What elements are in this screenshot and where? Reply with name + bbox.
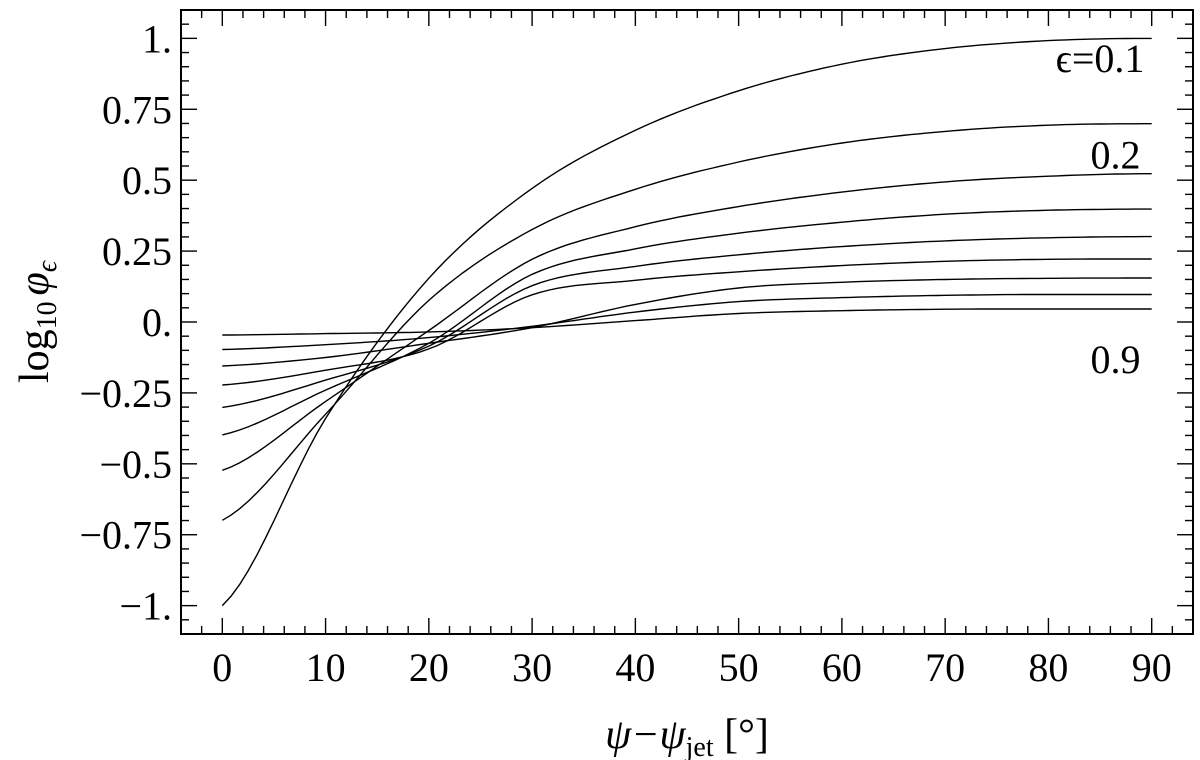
x-tick-label: 70 xyxy=(925,645,965,690)
y-tick-label: −1. xyxy=(119,584,172,629)
x-tick-label: 40 xyxy=(615,645,655,690)
plot-frame xyxy=(180,9,1194,635)
series-line-1 xyxy=(221,37,1152,607)
series-line-3 xyxy=(222,173,1152,471)
y-tick-label: 0.5 xyxy=(122,158,172,203)
x-tick-label: 80 xyxy=(1028,645,1068,690)
series-line-8 xyxy=(222,293,1152,351)
series-line-6 xyxy=(222,258,1152,386)
x-tick-label: 10 xyxy=(306,645,346,690)
curve-annotation: 0.9 xyxy=(1091,337,1141,382)
x-tick-label: 20 xyxy=(409,645,449,690)
x-tick-label: 30 xyxy=(512,645,552,690)
series-line-9 xyxy=(222,308,1152,336)
y-tick-label: 0.75 xyxy=(102,87,172,132)
series-line-2 xyxy=(221,123,1152,521)
series-line-5 xyxy=(222,235,1152,409)
series-line-7 xyxy=(222,277,1152,367)
x-tick-label: 90 xyxy=(1132,645,1172,690)
curve-annotation: 0.2 xyxy=(1091,133,1141,178)
x-tick-label: 50 xyxy=(719,645,759,690)
y-tick-label: 0. xyxy=(142,300,172,345)
y-tick-label: 1. xyxy=(142,16,172,61)
y-tick-label: −0.5 xyxy=(99,442,172,487)
tick-marks xyxy=(181,9,1193,635)
y-tick-label: −0.25 xyxy=(79,371,172,416)
curve-annotation: ϵ=0.1 xyxy=(1056,36,1145,81)
x-tick-label: 60 xyxy=(822,645,862,690)
y-axis-title: log10φϵ xyxy=(12,259,63,383)
x-tick-label: 0 xyxy=(212,645,232,690)
y-tick-label: −0.75 xyxy=(79,513,172,558)
curve-annotations: ϵ=0.1 0.2 0.9 xyxy=(1056,36,1145,382)
series-group xyxy=(221,37,1152,607)
series-line-4 xyxy=(222,208,1152,436)
y-tick-label: 0.25 xyxy=(102,229,172,274)
y-tick-labels: −1. −0.75 −0.5 −0.25 0. 0.25 0.5 0.75 1. xyxy=(79,16,172,628)
x-axis-title: ψ−ψjet [°] xyxy=(605,712,769,760)
x-tick-labels: 0 10 20 30 40 50 60 70 80 90 xyxy=(212,645,1171,690)
